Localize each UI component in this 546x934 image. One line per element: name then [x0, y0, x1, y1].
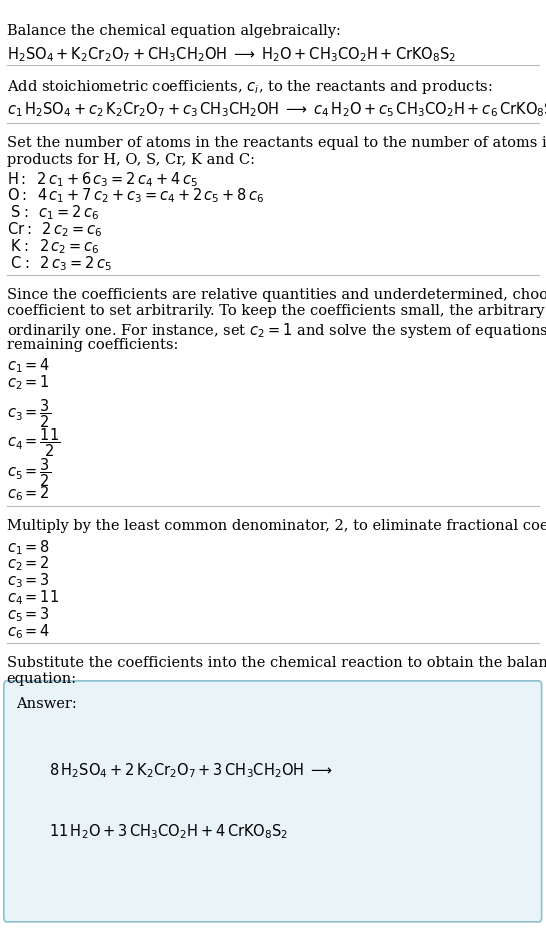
Text: $\mathrm{Cr:\;\;} 2\,c_2 = c_6$: $\mathrm{Cr:\;\;} 2\,c_2 = c_6$ [7, 220, 102, 239]
Text: $c_3 = \dfrac{3}{2}$: $c_3 = \dfrac{3}{2}$ [7, 397, 51, 430]
Text: remaining coefficients:: remaining coefficients: [7, 338, 178, 352]
Text: Add stoichiometric coefficients, $c_i$, to the reactants and products:: Add stoichiometric coefficients, $c_i$, … [7, 78, 492, 96]
Text: $8\,\mathrm{H_2SO_4} + 2\,\mathrm{K_2Cr_2O_7} + 3\,\mathrm{CH_3CH_2OH} \;\longri: $8\,\mathrm{H_2SO_4} + 2\,\mathrm{K_2Cr_… [49, 761, 333, 780]
Text: coefficient to set arbitrarily. To keep the coefficients small, the arbitrary va: coefficient to set arbitrarily. To keep … [7, 304, 546, 318]
Text: $c_1 = 4$: $c_1 = 4$ [7, 357, 50, 375]
Text: Answer:: Answer: [16, 697, 77, 711]
Text: Balance the chemical equation algebraically:: Balance the chemical equation algebraica… [7, 24, 340, 38]
Text: $\mathrm{\;C:\;\;} 2\,c_3 = 2\,c_5$: $\mathrm{\;C:\;\;} 2\,c_3 = 2\,c_5$ [7, 254, 111, 273]
Text: $c_1 = 8$: $c_1 = 8$ [7, 538, 50, 557]
Text: $c_5 = 3$: $c_5 = 3$ [7, 605, 50, 624]
Text: $\mathrm{\;K:\;\;} 2\,c_2 = c_6$: $\mathrm{\;K:\;\;} 2\,c_2 = c_6$ [7, 237, 99, 256]
Text: $c_3 = 3$: $c_3 = 3$ [7, 572, 50, 590]
Text: $c_2 = 1$: $c_2 = 1$ [7, 374, 49, 392]
Text: $c_5 = \dfrac{3}{2}$: $c_5 = \dfrac{3}{2}$ [7, 457, 51, 489]
Text: $c_1\,\mathrm{H_2SO_4} + c_2\,\mathrm{K_2Cr_2O_7} + c_3\,\mathrm{CH_3CH_2OH} \;\: $c_1\,\mathrm{H_2SO_4} + c_2\,\mathrm{K_… [7, 100, 546, 119]
Text: $\mathrm{H:\;\;} 2\,c_1 + 6\,c_3 = 2\,c_4 + 4\,c_5$: $\mathrm{H:\;\;} 2\,c_1 + 6\,c_3 = 2\,c_… [7, 170, 197, 189]
Text: $c_2 = 2$: $c_2 = 2$ [7, 555, 49, 573]
Text: $\mathrm{O:\;\;} 4\,c_1 + 7\,c_2 + c_3 = c_4 + 2\,c_5 + 8\,c_6$: $\mathrm{O:\;\;} 4\,c_1 + 7\,c_2 + c_3 =… [7, 187, 264, 205]
Text: $\mathrm{\;S:\;\;} c_1 = 2\,c_6$: $\mathrm{\;S:\;\;} c_1 = 2\,c_6$ [7, 204, 99, 222]
Text: ordinarily one. For instance, set $c_2 = 1$ and solve the system of equations fo: ordinarily one. For instance, set $c_2 =… [7, 321, 546, 340]
Text: $c_4 = \dfrac{11}{2}$: $c_4 = \dfrac{11}{2}$ [7, 427, 60, 460]
Text: $c_4 = 11$: $c_4 = 11$ [7, 588, 58, 607]
Text: $c_6 = 2$: $c_6 = 2$ [7, 485, 49, 503]
Text: Multiply by the least common denominator, 2, to eliminate fractional coefficient: Multiply by the least common denominator… [7, 519, 546, 533]
Text: $c_6 = 4$: $c_6 = 4$ [7, 622, 50, 641]
Text: equation:: equation: [7, 672, 76, 686]
Text: $\mathrm{H_2SO_4 + K_2Cr_2O_7 + CH_3CH_2OH} \;\longrightarrow\; \mathrm{H_2O + C: $\mathrm{H_2SO_4 + K_2Cr_2O_7 + CH_3CH_2… [7, 45, 456, 64]
Text: Since the coefficients are relative quantities and underdetermined, choose a: Since the coefficients are relative quan… [7, 288, 546, 302]
Text: Set the number of atoms in the reactants equal to the number of atoms in the: Set the number of atoms in the reactants… [7, 136, 546, 150]
Text: $11\,\mathrm{H_2O} + 3\,\mathrm{CH_3CO_2H} + 4\,\mathrm{CrKO_8S_2}$: $11\,\mathrm{H_2O} + 3\,\mathrm{CH_3CO_2… [49, 822, 288, 841]
Text: Substitute the coefficients into the chemical reaction to obtain the balanced: Substitute the coefficients into the che… [7, 656, 546, 670]
FancyBboxPatch shape [4, 681, 542, 922]
Text: products for H, O, S, Cr, K and C:: products for H, O, S, Cr, K and C: [7, 153, 254, 167]
